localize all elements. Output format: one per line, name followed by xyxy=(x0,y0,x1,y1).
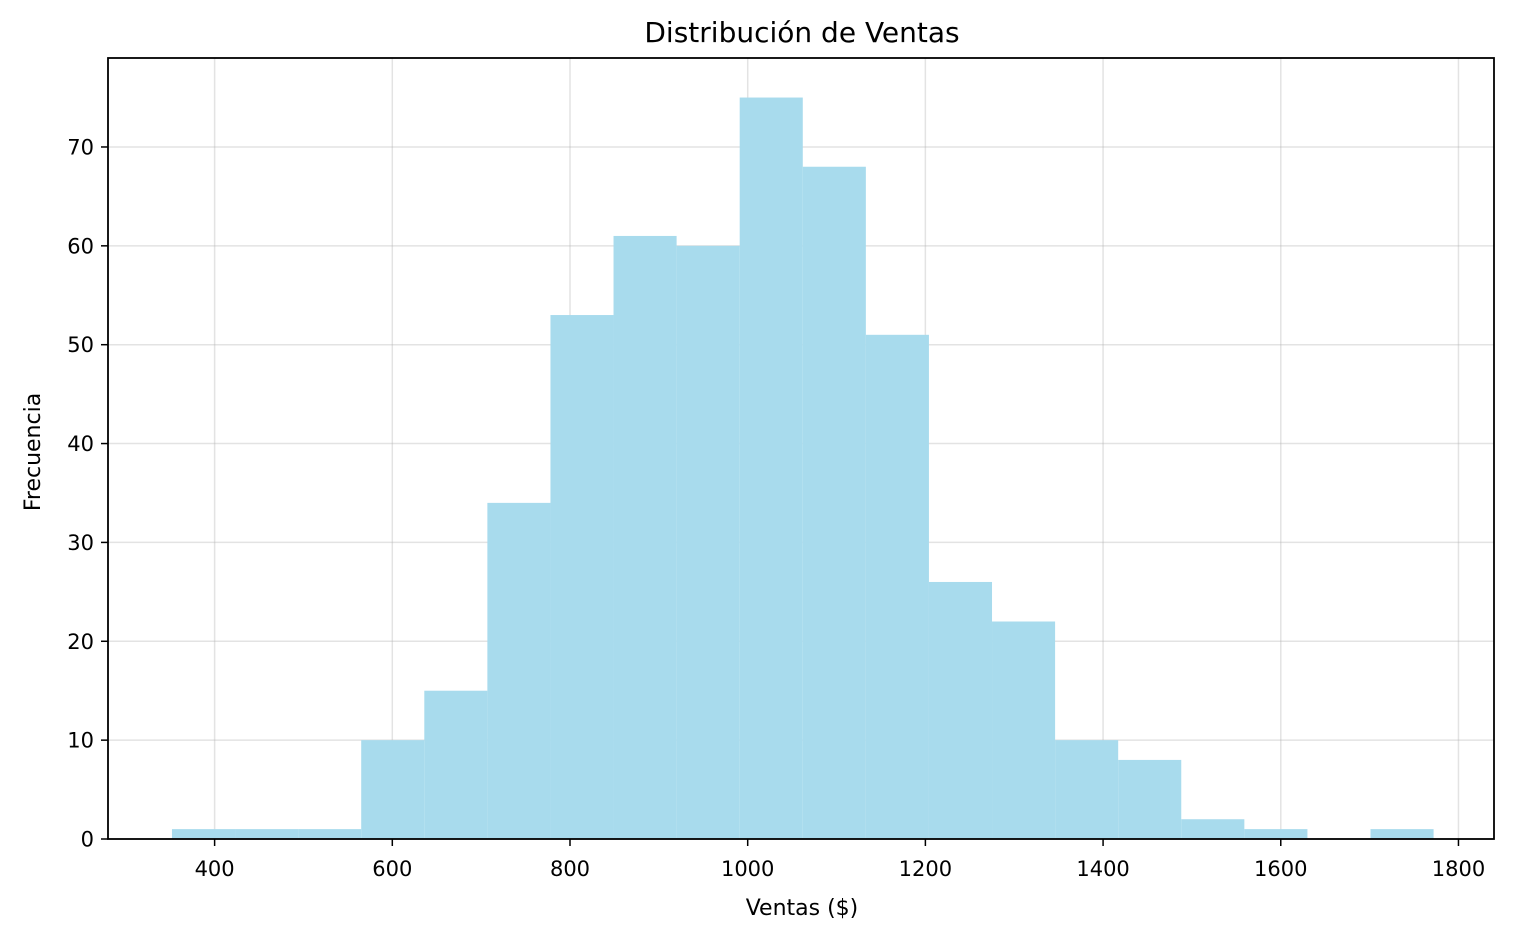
y-tick-label: 20 xyxy=(67,630,94,654)
histogram-bar xyxy=(1370,829,1434,839)
histogram-bar xyxy=(928,581,993,839)
x-axis-label: Ventas ($) xyxy=(746,896,859,921)
y-tick-label: 0 xyxy=(81,828,94,852)
x-tick-label: 1200 xyxy=(899,857,952,881)
y-tick-label: 40 xyxy=(67,432,94,456)
x-axis-ticks: 400 600 800 1000 1200 1400 1600 1800 xyxy=(195,839,1485,881)
histogram-bars xyxy=(171,97,1434,840)
histogram-bar xyxy=(802,166,866,840)
histogram-bar xyxy=(1118,759,1182,839)
histogram-bar xyxy=(1181,819,1245,839)
x-tick-label: 1400 xyxy=(1076,857,1129,881)
histogram-bar xyxy=(487,502,551,839)
histogram-bar xyxy=(171,829,236,839)
x-tick-label: 1000 xyxy=(721,857,774,881)
histogram-bar xyxy=(424,690,488,839)
y-axis-ticks: 0 10 20 30 40 50 60 70 xyxy=(67,135,108,852)
histogram-bar xyxy=(613,235,677,840)
histogram-bar xyxy=(992,621,1056,839)
x-tick-label: 400 xyxy=(195,857,235,881)
y-tick-label: 10 xyxy=(67,729,94,753)
x-tick-label: 800 xyxy=(550,857,590,881)
plot-frame xyxy=(107,57,1495,840)
histogram-bar xyxy=(865,334,929,839)
histogram-bar xyxy=(676,245,740,839)
histogram-bar xyxy=(550,315,614,839)
y-tick-label: 70 xyxy=(67,135,94,159)
histogram-bar xyxy=(1055,740,1119,839)
y-tick-label: 60 xyxy=(67,234,94,258)
y-axis-label: Frecuencia xyxy=(21,393,46,511)
histogram-bar xyxy=(235,829,299,839)
histogram-bar xyxy=(739,97,803,839)
x-tick-label: 600 xyxy=(372,857,412,881)
y-tick-label: 50 xyxy=(67,333,94,357)
x-tick-label: 1800 xyxy=(1432,857,1485,881)
x-tick-label: 1600 xyxy=(1254,857,1307,881)
histogram-bar xyxy=(298,829,362,839)
chart-title: Distribución de Ventas xyxy=(644,16,959,49)
y-tick-label: 30 xyxy=(67,531,94,555)
histogram-bar xyxy=(1244,829,1308,839)
histogram-bar xyxy=(361,740,425,839)
